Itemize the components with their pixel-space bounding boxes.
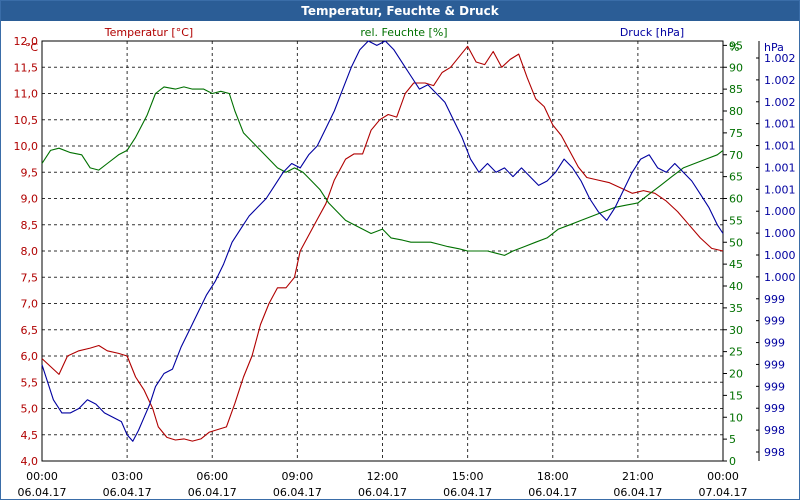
press-tick-label: 1.001 (764, 140, 796, 153)
hum-tick-label: 80 (729, 105, 743, 118)
hum-tick-label: 35 (729, 302, 743, 315)
x-tick-date: 06.04.17 (188, 486, 237, 499)
x-tick-date: 06.04.17 (613, 486, 662, 499)
x-tick-time: 15:00 (452, 470, 484, 483)
hum-tick-label: 25 (729, 346, 743, 359)
press-tick-label: 999 (764, 380, 785, 393)
temp-tick-label: 9,5 (21, 166, 39, 179)
hum-tick-label: 65 (729, 171, 743, 184)
press-tick-label: 1.002 (764, 52, 796, 65)
hum-tick-label: 15 (729, 389, 743, 402)
press-tick-label: 999 (764, 315, 785, 328)
hum-tick-label: 0 (729, 455, 736, 468)
hum-tick-label: 30 (729, 324, 743, 337)
temp-tick-label: 6,0 (21, 350, 39, 363)
press-tick-label: 1.002 (764, 74, 796, 87)
press-tick-label: 999 (764, 293, 785, 306)
series-line-temperatur (41, 45, 724, 442)
press-tick-label: 1.001 (764, 118, 796, 131)
press-tick-label: 1.000 (764, 271, 796, 284)
press-tick-label: 1.000 (764, 205, 796, 218)
press-tick-label: 1.000 (764, 227, 796, 240)
temp-tick-label: 10,0 (14, 140, 39, 153)
hum-axis-title: rel. Feuchte [%] (360, 26, 447, 39)
series-line-druck (41, 40, 724, 442)
hum-tick-label: 10 (729, 411, 743, 424)
temp-tick-label: 4,5 (21, 429, 39, 442)
temp-axis-title: Temperatur [°C] (104, 26, 193, 39)
x-tick-time: 06:00 (196, 470, 228, 483)
x-tick-time: 03:00 (111, 470, 143, 483)
x-tick-date: 06.04.17 (528, 486, 577, 499)
hum-tick-label: 5 (729, 433, 736, 446)
temp-tick-label: 11,0 (14, 88, 39, 101)
press-tick-label: 1.000 (764, 249, 796, 262)
x-tick-date: 06.04.17 (443, 486, 492, 499)
x-tick-time: 09:00 (282, 470, 314, 483)
hum-unit-label: % (729, 41, 739, 54)
temp-unit-label: °C (25, 41, 39, 54)
x-tick-time: 18:00 (537, 470, 569, 483)
series-line-feuchte (41, 86, 724, 256)
hum-tick-label: 55 (729, 214, 743, 227)
hum-tick-label: 40 (729, 280, 743, 293)
chart-canvas: 4,0 4,5 5,0 5,5 6,0 6,5 7,0 7,5 8,0 8,5 9,0 9,5 10,0… (14, 26, 796, 499)
press-tick-label: 1.002 (764, 96, 796, 109)
temp-tick-label: 11,5 (14, 61, 39, 74)
x-tick-date: 06.04.17 (18, 486, 67, 499)
temp-tick-label: 7,0 (21, 298, 39, 311)
temp-tick-label: 5,0 (21, 403, 39, 416)
temp-tick-label: 10,5 (14, 114, 39, 127)
press-tick-label: 998 (764, 446, 785, 459)
press-tick-label: 999 (764, 358, 785, 371)
temp-tick-label: 6,5 (21, 324, 39, 337)
hum-tick-label: 95 (729, 39, 743, 52)
x-tick-time: 21:00 (622, 470, 654, 483)
temp-tick-label: 8,0 (21, 245, 39, 258)
x-tick-date: 06.04.17 (103, 486, 152, 499)
temp-tick-label: 9,0 (21, 193, 39, 206)
x-tick-time: 00:00 (707, 470, 739, 483)
hum-tick-label: 20 (729, 368, 743, 381)
press-tick-label: 998 (764, 424, 785, 437)
hum-tick-label: 75 (729, 127, 743, 140)
temp-tick-label: 8,5 (21, 219, 39, 232)
hum-tick-label: 45 (729, 258, 743, 271)
hum-tick-label: 50 (729, 236, 743, 249)
press-axis-title: Druck [hPa] (620, 26, 684, 39)
x-tick-date: 07.04.17 (699, 486, 748, 499)
temp-tick-label: 4,0 (21, 455, 39, 468)
temp-tick-label: 5,5 (21, 376, 39, 389)
temp-tick-label: 12,0 (14, 35, 39, 48)
hum-tick-label: 85 (729, 83, 743, 96)
temp-tick-label: 7,5 (21, 271, 39, 284)
x-tick-time: 00:00 (26, 470, 58, 483)
press-unit-label: hPa (764, 41, 784, 54)
hum-tick-label: 70 (729, 149, 743, 162)
press-tick-label: 1.001 (764, 161, 796, 174)
x-tick-time: 12:00 (367, 470, 399, 483)
x-tick-date: 06.04.17 (358, 486, 407, 499)
press-tick-label: 1.001 (764, 183, 796, 196)
hum-tick-label: 90 (729, 61, 743, 74)
x-tick-date: 06.04.17 (273, 486, 322, 499)
press-tick-label: 999 (764, 337, 785, 350)
press-tick-label: 999 (764, 402, 785, 415)
window-title: Temperatur, Feuchte & Druck (1, 1, 799, 21)
hum-tick-label: 60 (729, 193, 743, 206)
